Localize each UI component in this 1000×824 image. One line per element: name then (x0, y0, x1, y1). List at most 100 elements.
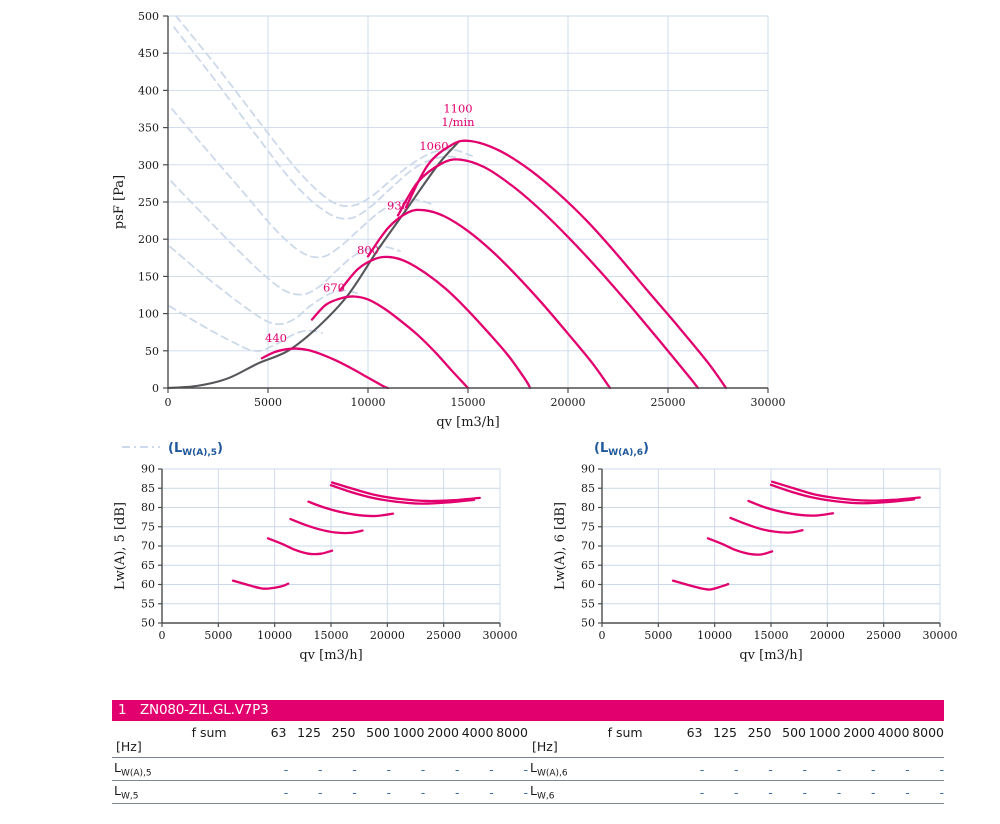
sound5-y-tick-label: 75 (141, 520, 155, 533)
cell-lw5-1000: - (420, 784, 426, 800)
sound5-x-tick-label: 30000 (483, 629, 518, 642)
sound-power-chart-5: 50 55 60 65 70 75 80 85 90 0 5000 10000 15000 20000 25… (100, 455, 520, 670)
sound6-curve-930 (747, 499, 835, 517)
sound5-y-axis-title: Lw(A), 5 [dB] (113, 502, 128, 590)
main-performance-chart: 0 50 100 150 200 250 300 350 400 450 500 0 5000 10000… (112, 10, 786, 430)
cell-lwa5-250: - (352, 761, 357, 777)
legend-left: (LW(A),5) (122, 441, 223, 458)
sound6-x-tick-label: 10000 (697, 629, 732, 642)
sound5-curve-800 (289, 517, 364, 535)
header-freq-8000-right: 8000 (912, 725, 944, 740)
cell-lwa6-2000: - (870, 761, 876, 777)
sound6-y-tick-label: 90 (581, 463, 595, 476)
x-axis-title: qv [m3/h] (436, 415, 499, 430)
header-freq-8000: 8000 (496, 725, 528, 740)
header-freq-250-right: 250 (747, 725, 772, 740)
table-header-right: f sum 63 125 250 500 1000 2000 4000 8000 (528, 725, 944, 740)
sound-power-chart-6: 50 55 60 65 70 75 80 85 90 0 5000 10000 15000 20000 25… (540, 455, 960, 670)
cell-lw5-250: - (352, 784, 357, 800)
sound6-x-axis-title: qv [m3/h] (739, 648, 802, 663)
sound5-x-tick-label: 0 (159, 629, 166, 642)
cell-lw5-125: - (317, 784, 323, 800)
sound6-curve-800 (729, 516, 804, 534)
sound6-y-tick-label: 80 (581, 501, 595, 514)
cell-lw6-8000: - (939, 784, 944, 800)
cell-lw6-250: - (768, 784, 773, 800)
row-label-lwa5: LW(A),5 (114, 759, 152, 779)
y-tick-label: 500 (138, 10, 159, 23)
cell-lwa6-500: - (802, 761, 807, 777)
header-freq-2000: 2000 (427, 725, 459, 740)
header-freq-63: 63 (270, 725, 287, 740)
sound6-curve-1060 (769, 483, 916, 505)
sound5-y-tick-label: 60 (141, 578, 155, 591)
fan-curve-440 (260, 347, 390, 390)
sound5-y-tick-label: 90 (141, 463, 155, 476)
header-freq-500: 500 (366, 725, 390, 740)
sound5-x-tick-label: 10000 (257, 629, 292, 642)
cell-lwa6-4000: - (905, 761, 910, 777)
header-freq-1000: 1000 (392, 725, 425, 740)
efficiency-curve-3 (170, 180, 401, 296)
cell-lwa5-4000: - (489, 761, 494, 777)
sound5-y-tick-label: 55 (141, 597, 155, 610)
y-tick-label: 0 (152, 382, 159, 395)
sound6-y-tick-label: 65 (581, 559, 595, 572)
header-freq-500-right: 500 (782, 725, 806, 740)
cell-lw6-500: - (802, 784, 807, 800)
sound6-curve-440 (671, 579, 730, 591)
sound-6-plot-area: 50 55 60 65 70 75 80 85 90 0 5000 10000 15000 20000 25… (553, 463, 958, 664)
legend-right: (LW(A),6) (594, 441, 649, 458)
cell-lwa5-2000: - (454, 761, 460, 777)
efficiency-curve-5 (168, 305, 323, 352)
y-tick-label: 150 (138, 270, 159, 283)
cell-lwa6-63: - (699, 761, 705, 777)
sound5-curve-1100 (330, 481, 481, 503)
system-curve (166, 141, 460, 390)
x-tick-label: 20000 (551, 396, 586, 409)
sound5-y-tick-label: 85 (141, 482, 155, 495)
fan-curve-670 (310, 295, 470, 390)
cell-lw6-4000: - (905, 784, 910, 800)
cell-lwa6-8000: - (939, 761, 944, 777)
speed-label-670: 670 (323, 280, 345, 294)
header-freq-250: 250 (331, 725, 356, 740)
fan-curve-930 (366, 208, 612, 390)
y-tick-label: 300 (138, 159, 159, 172)
sound6-y-tick-label: 60 (581, 578, 595, 591)
sound5-curve-1060 (329, 484, 476, 505)
cell-lwa5-8000: - (523, 761, 528, 777)
header-freq-125: 125 (297, 725, 321, 740)
header-sum-label: sum (200, 725, 227, 740)
sound6-y-tick-label: 55 (581, 597, 595, 610)
cell-lwa5-63: - (283, 761, 289, 777)
sound6-curve-670 (706, 537, 774, 556)
sound6-y-tick-label: 85 (581, 482, 595, 495)
sound5-x-tick-label: 20000 (370, 629, 405, 642)
sound5-curve-930 (307, 500, 395, 518)
cell-lw6-2000: - (870, 784, 876, 800)
table-header-left: f sum 63 125 250 500 1000 2000 4000 8000 (112, 725, 528, 740)
sound6-x-tick-label: 15000 (754, 629, 789, 642)
sound-5-plot-area: 50 55 60 65 70 75 80 85 90 0 5000 10000 15000 20000 25… (113, 463, 518, 664)
y-tick-label: 100 (138, 308, 159, 321)
cell-lw5-63: - (283, 784, 289, 800)
sound5-y-tick-label: 70 (141, 540, 155, 553)
x-tick-label: 5000 (254, 396, 282, 409)
sound5-x-tick-label: 15000 (314, 629, 349, 642)
y-tick-label: 450 (138, 47, 159, 60)
table-row: LW,6 - - - - - - - - (528, 781, 944, 804)
y-tick-label: 250 (138, 196, 159, 209)
efficiency-curve-1 (173, 26, 471, 220)
sound6-x-tick-label: 0 (599, 629, 606, 642)
x-tick-label: 30000 (751, 396, 786, 409)
sound5-x-axis-title: qv [m3/h] (299, 648, 362, 663)
cell-lw6-63: - (699, 784, 705, 800)
efficiency-curve-0 (175, 15, 473, 207)
cell-lw5-4000: - (489, 784, 494, 800)
sound5-y-tick-label: 65 (141, 559, 155, 572)
fan-curve-1100 (404, 139, 728, 390)
header-units-right: [Hz] (532, 739, 558, 754)
